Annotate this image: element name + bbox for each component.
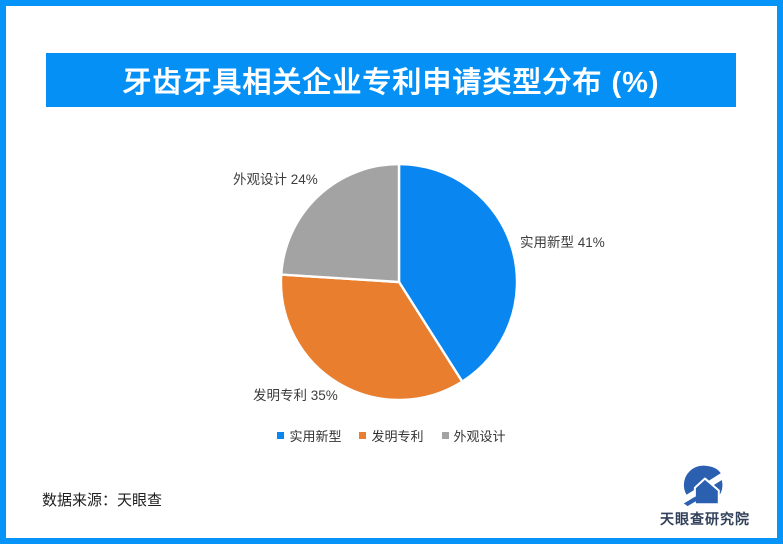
data-source-text: 数据来源：天眼查: [42, 492, 163, 509]
tianyancha-logo-icon: [682, 465, 726, 507]
legend-swatch-utility: [277, 432, 285, 439]
chart-legend: 实用新型 发明专利 外观设计: [6, 426, 777, 445]
legend-label-invention: 发明专利: [371, 429, 424, 444]
legend-swatch-design: [441, 432, 449, 439]
pie-label-design: 外观设计 24%: [233, 172, 318, 187]
pie-chart: [279, 162, 519, 402]
legend-label-utility: 实用新型: [289, 429, 342, 444]
legend-item-invention: 发明专利: [359, 426, 424, 445]
pie-label-invention: 发明专利 35%: [253, 388, 338, 403]
legend-label-design: 外观设计: [453, 429, 506, 444]
pie-slice-2: [280, 162, 401, 284]
logo-text: 天眼查研究院: [660, 511, 750, 527]
legend-item-utility: 实用新型: [277, 426, 341, 445]
brand-logo: 天眼查研究院: [649, 462, 761, 529]
legend-item-design: 外观设计: [441, 426, 506, 445]
legend-swatch-invention: [359, 432, 367, 439]
pie-slice-1: [279, 273, 464, 402]
pie-label-utility: 实用新型 41%: [520, 235, 605, 250]
page-title: 牙齿牙具相关企业专利申请类型分布 (%): [122, 67, 660, 99]
title-banner: 牙齿牙具相关企业专利申请类型分布 (%): [46, 53, 736, 107]
pie-svg: [279, 162, 519, 402]
